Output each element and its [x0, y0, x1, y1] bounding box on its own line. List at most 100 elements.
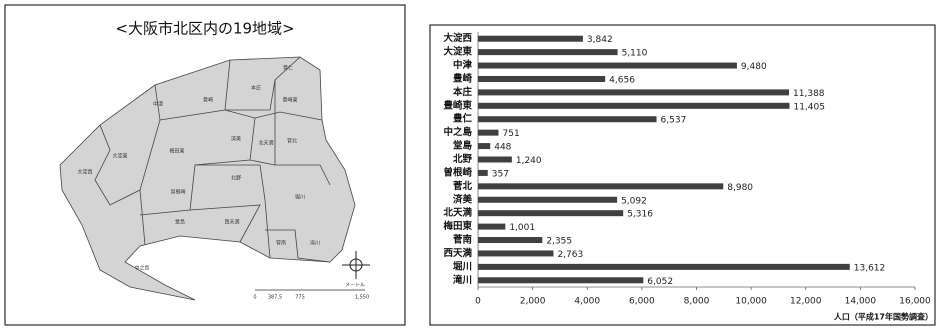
- value-label: 4,656: [609, 75, 635, 85]
- x-tick-label: 4,000: [574, 297, 600, 307]
- bar: [478, 250, 554, 257]
- y-tick-label: 本庄: [453, 86, 473, 98]
- map-label: 堂島: [175, 219, 185, 226]
- value-label: 1,240: [516, 156, 542, 166]
- x-tick-label: 16,000: [899, 297, 931, 307]
- y-tick-label: 大淀西: [443, 32, 472, 44]
- value-label: 448: [494, 143, 511, 153]
- bar: [478, 62, 737, 69]
- value-label: 8,980: [727, 183, 753, 193]
- y-tick-label: 北野: [453, 153, 473, 165]
- bar: [478, 102, 790, 109]
- value-label: 6,537: [661, 116, 687, 126]
- map-border: [224, 56, 301, 111]
- y-tick-label: 西天満: [443, 247, 472, 259]
- map-label: 菅北: [287, 138, 297, 145]
- y-tick-label: 滝川: [453, 274, 472, 286]
- value-label: 2,355: [546, 237, 572, 247]
- bar: [478, 223, 506, 230]
- y-tick-label: 中津: [453, 59, 473, 71]
- map-title: <大阪市北区内の19地域>: [115, 20, 294, 38]
- x-axis-label: 人口（平成17年国勢調査）: [834, 312, 933, 322]
- value-label: 5,316: [627, 210, 653, 220]
- y-tick-label: 堀川: [453, 260, 472, 272]
- map-label: 堀川: [295, 194, 305, 201]
- y-tick-label: 大淀東: [443, 46, 472, 58]
- x-tick-label: 14,000: [845, 297, 877, 307]
- chart-frame: [429, 24, 936, 326]
- map-label: 豊崎: [203, 97, 213, 104]
- map-label: 梅田東: [169, 148, 184, 155]
- value-label: 751: [503, 129, 520, 139]
- value-label: 1,001: [509, 223, 535, 233]
- value-label: 2,763: [557, 250, 583, 260]
- y-tick-label: 豊仁: [453, 113, 473, 125]
- value-label: 6,052: [647, 277, 673, 287]
- scale-unit: メートル: [345, 283, 365, 289]
- y-tick-label: 済美: [453, 193, 473, 205]
- value-label: 5,110: [622, 49, 648, 59]
- compass: [342, 251, 370, 279]
- y-tick-label: 菅南: [453, 234, 473, 246]
- bar: [478, 196, 618, 203]
- y-tick-label: 北天満: [443, 207, 472, 219]
- map-label: 豊仁: [283, 65, 293, 72]
- scale-label: 387.5: [268, 295, 282, 301]
- map-outline: [59, 56, 356, 301]
- value-label: 11,388: [793, 89, 825, 99]
- bar: [478, 210, 624, 217]
- map: [59, 56, 356, 301]
- map-border: [94, 124, 141, 206]
- map-border: [189, 204, 261, 243]
- value-label: 357: [492, 169, 509, 179]
- value-label: 13,612: [854, 263, 886, 273]
- map-label: 豊崎東: [282, 97, 297, 104]
- map-label: 北天満: [258, 140, 273, 147]
- y-tick-label: 豊崎東: [443, 99, 472, 111]
- map-label: 大淀東: [112, 153, 127, 160]
- bar: [478, 263, 850, 270]
- y-tick-label: 豊崎: [453, 72, 473, 84]
- bar: [478, 169, 488, 176]
- map-label: 本庄: [251, 85, 261, 92]
- x-tick-label: 12,000: [790, 297, 822, 307]
- x-tick-label: 8,000: [684, 297, 710, 307]
- bar: [478, 143, 491, 150]
- x-tick-label: 10,000: [735, 297, 767, 307]
- value-label: 5,092: [621, 196, 647, 206]
- map-label: 菅南: [276, 240, 286, 247]
- map-label: 曽根崎: [170, 189, 185, 196]
- bar: [478, 116, 657, 123]
- scale-label: 0: [253, 295, 256, 301]
- map-border: [249, 159, 331, 186]
- x-tick-label: 2,000: [520, 297, 546, 307]
- bar: [478, 35, 583, 42]
- map-border: [195, 164, 271, 259]
- scale-label: 1,550: [355, 295, 369, 301]
- map-label: 大淀西: [77, 169, 92, 176]
- map-border: [254, 111, 323, 121]
- y-tick-label: 堂島: [453, 140, 473, 152]
- y-tick-label: 曽根崎: [443, 166, 472, 178]
- map-label: 滝川: [310, 240, 320, 247]
- bar: [478, 49, 618, 56]
- x-tick-label: 0: [475, 297, 481, 307]
- map-label: 北野: [231, 175, 241, 182]
- bar: [478, 75, 606, 82]
- bar: [478, 277, 644, 284]
- scale-label: 775: [295, 295, 305, 301]
- bar: [478, 129, 499, 136]
- y-tick-label: 梅田東: [443, 220, 472, 232]
- y-tick-label: 菅北: [453, 180, 473, 192]
- map-label: 西天満: [224, 219, 239, 226]
- value-label: 9,480: [741, 62, 767, 72]
- map-border: [265, 229, 331, 263]
- value-label: 3,842: [587, 35, 613, 45]
- map-label: 済美: [231, 136, 241, 143]
- map-border: [139, 84, 161, 246]
- bar: [478, 183, 724, 190]
- map-label: 中津: [153, 101, 163, 108]
- bar: [478, 89, 790, 96]
- y-tick-label: 中之島: [443, 126, 472, 138]
